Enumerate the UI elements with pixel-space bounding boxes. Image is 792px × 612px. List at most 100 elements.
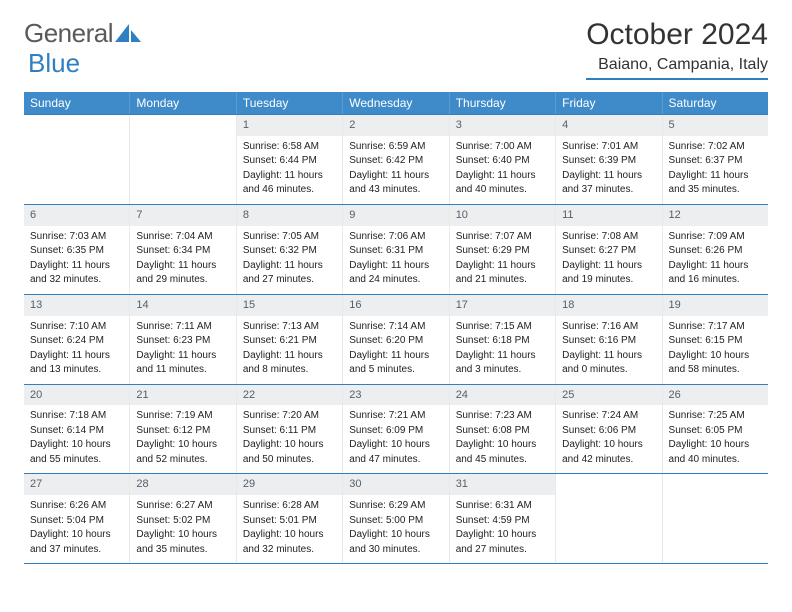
day-line: Sunset: 6:37 PM: [669, 154, 762, 168]
empty-cell: [129, 115, 235, 204]
day-line: Daylight: 11 hours: [136, 349, 229, 363]
day-line: and 11 minutes.: [136, 363, 229, 377]
day-cell-9: 9Sunrise: 7:06 AMSunset: 6:31 PMDaylight…: [342, 205, 448, 294]
day-cell-4: 4Sunrise: 7:01 AMSunset: 6:39 PMDaylight…: [555, 115, 661, 204]
day-line: Sunrise: 6:31 AM: [456, 499, 549, 513]
day-cell-10: 10Sunrise: 7:07 AMSunset: 6:29 PMDayligh…: [449, 205, 555, 294]
day-line: Sunset: 6:31 PM: [349, 244, 442, 258]
day-cell-7: 7Sunrise: 7:04 AMSunset: 6:34 PMDaylight…: [129, 205, 235, 294]
day-line: and 24 minutes.: [349, 273, 442, 287]
day-cell-12: 12Sunrise: 7:09 AMSunset: 6:26 PMDayligh…: [662, 205, 768, 294]
day-line: Sunrise: 7:21 AM: [349, 409, 442, 423]
day-line: Sunrise: 7:24 AM: [562, 409, 655, 423]
day-number: 28: [130, 474, 235, 495]
weekday-friday: Friday: [555, 92, 661, 114]
day-number: 2: [343, 115, 448, 136]
day-cell-31: 31Sunrise: 6:31 AMSunset: 4:59 PMDayligh…: [449, 474, 555, 563]
day-number: 18: [556, 295, 661, 316]
logo: General: [24, 18, 141, 49]
day-number: 29: [237, 474, 342, 495]
day-line: Sunrise: 7:06 AM: [349, 230, 442, 244]
weekday-header-row: SundayMondayTuesdayWednesdayThursdayFrid…: [24, 92, 768, 114]
day-line: Sunset: 5:02 PM: [136, 514, 229, 528]
day-line: Daylight: 10 hours: [669, 438, 762, 452]
day-line: Daylight: 10 hours: [136, 528, 229, 542]
week-row: 1Sunrise: 6:58 AMSunset: 6:44 PMDaylight…: [24, 114, 768, 204]
day-line: Sunset: 6:14 PM: [30, 424, 123, 438]
day-line: and 58 minutes.: [669, 363, 762, 377]
day-line: Sunset: 5:00 PM: [349, 514, 442, 528]
day-body: Sunrise: 6:29 AMSunset: 5:00 PMDaylight:…: [343, 495, 448, 563]
day-cell-23: 23Sunrise: 7:21 AMSunset: 6:09 PMDayligh…: [342, 385, 448, 474]
day-line: and 3 minutes.: [456, 363, 549, 377]
day-line: Daylight: 10 hours: [30, 438, 123, 452]
day-cell-18: 18Sunrise: 7:16 AMSunset: 6:16 PMDayligh…: [555, 295, 661, 384]
day-number: 9: [343, 205, 448, 226]
day-line: and 35 minutes.: [136, 543, 229, 557]
day-line: Daylight: 11 hours: [243, 169, 336, 183]
week-row: 20Sunrise: 7:18 AMSunset: 6:14 PMDayligh…: [24, 384, 768, 474]
day-body: Sunrise: 7:23 AMSunset: 6:08 PMDaylight:…: [450, 405, 555, 473]
day-body: Sunrise: 7:01 AMSunset: 6:39 PMDaylight:…: [556, 136, 661, 204]
day-number: 11: [556, 205, 661, 226]
title-block: October 2024 Baiano, Campania, Italy: [586, 18, 768, 80]
day-line: Daylight: 10 hours: [30, 528, 123, 542]
day-body: Sunrise: 7:10 AMSunset: 6:24 PMDaylight:…: [24, 316, 129, 384]
day-body: Sunrise: 7:25 AMSunset: 6:05 PMDaylight:…: [663, 405, 768, 473]
day-line: Sunset: 6:08 PM: [456, 424, 549, 438]
day-line: Sunset: 6:26 PM: [669, 244, 762, 258]
day-body: [663, 495, 768, 505]
day-line: and 0 minutes.: [562, 363, 655, 377]
day-number: 5: [663, 115, 768, 136]
day-line: and 40 minutes.: [669, 453, 762, 467]
day-body: Sunrise: 7:00 AMSunset: 6:40 PMDaylight:…: [450, 136, 555, 204]
day-cell-17: 17Sunrise: 7:15 AMSunset: 6:18 PMDayligh…: [449, 295, 555, 384]
logo-sail-icon: [115, 18, 141, 49]
empty-cell: [662, 474, 768, 563]
day-line: and 47 minutes.: [349, 453, 442, 467]
day-line: Sunrise: 7:02 AM: [669, 140, 762, 154]
day-cell-25: 25Sunrise: 7:24 AMSunset: 6:06 PMDayligh…: [555, 385, 661, 474]
day-line: and 55 minutes.: [30, 453, 123, 467]
day-line: Daylight: 10 hours: [669, 349, 762, 363]
day-line: Sunset: 6:15 PM: [669, 334, 762, 348]
day-line: Daylight: 11 hours: [349, 349, 442, 363]
day-line: Sunset: 6:11 PM: [243, 424, 336, 438]
day-line: and 32 minutes.: [243, 543, 336, 557]
day-number: 8: [237, 205, 342, 226]
day-line: Daylight: 11 hours: [349, 169, 442, 183]
day-line: Sunset: 6:24 PM: [30, 334, 123, 348]
day-number: [130, 115, 235, 136]
day-line: and 16 minutes.: [669, 273, 762, 287]
day-line: Sunset: 6:40 PM: [456, 154, 549, 168]
weekday-saturday: Saturday: [662, 92, 768, 114]
day-line: Daylight: 10 hours: [136, 438, 229, 452]
day-line: Sunrise: 7:10 AM: [30, 320, 123, 334]
day-line: Daylight: 10 hours: [243, 438, 336, 452]
day-number: [663, 474, 768, 495]
week-row: 6Sunrise: 7:03 AMSunset: 6:35 PMDaylight…: [24, 204, 768, 294]
day-number: [556, 474, 661, 495]
day-line: and 5 minutes.: [349, 363, 442, 377]
day-line: Sunset: 6:34 PM: [136, 244, 229, 258]
day-line: Sunset: 6:12 PM: [136, 424, 229, 438]
day-number: 16: [343, 295, 448, 316]
day-line: Sunset: 6:29 PM: [456, 244, 549, 258]
day-line: Sunrise: 7:15 AM: [456, 320, 549, 334]
day-body: Sunrise: 7:05 AMSunset: 6:32 PMDaylight:…: [237, 226, 342, 294]
day-cell-19: 19Sunrise: 7:17 AMSunset: 6:15 PMDayligh…: [662, 295, 768, 384]
day-line: Daylight: 10 hours: [243, 528, 336, 542]
day-line: Daylight: 10 hours: [562, 438, 655, 452]
day-line: and 35 minutes.: [669, 183, 762, 197]
day-line: Daylight: 10 hours: [349, 438, 442, 452]
day-line: and 42 minutes.: [562, 453, 655, 467]
day-body: Sunrise: 7:02 AMSunset: 6:37 PMDaylight:…: [663, 136, 768, 204]
day-body: Sunrise: 7:17 AMSunset: 6:15 PMDaylight:…: [663, 316, 768, 384]
day-body: Sunrise: 7:04 AMSunset: 6:34 PMDaylight:…: [130, 226, 235, 294]
day-line: and 27 minutes.: [456, 543, 549, 557]
day-cell-15: 15Sunrise: 7:13 AMSunset: 6:21 PMDayligh…: [236, 295, 342, 384]
day-line: Sunset: 6:23 PM: [136, 334, 229, 348]
day-body: Sunrise: 7:24 AMSunset: 6:06 PMDaylight:…: [556, 405, 661, 473]
day-body: Sunrise: 6:27 AMSunset: 5:02 PMDaylight:…: [130, 495, 235, 563]
day-body: [24, 136, 129, 146]
